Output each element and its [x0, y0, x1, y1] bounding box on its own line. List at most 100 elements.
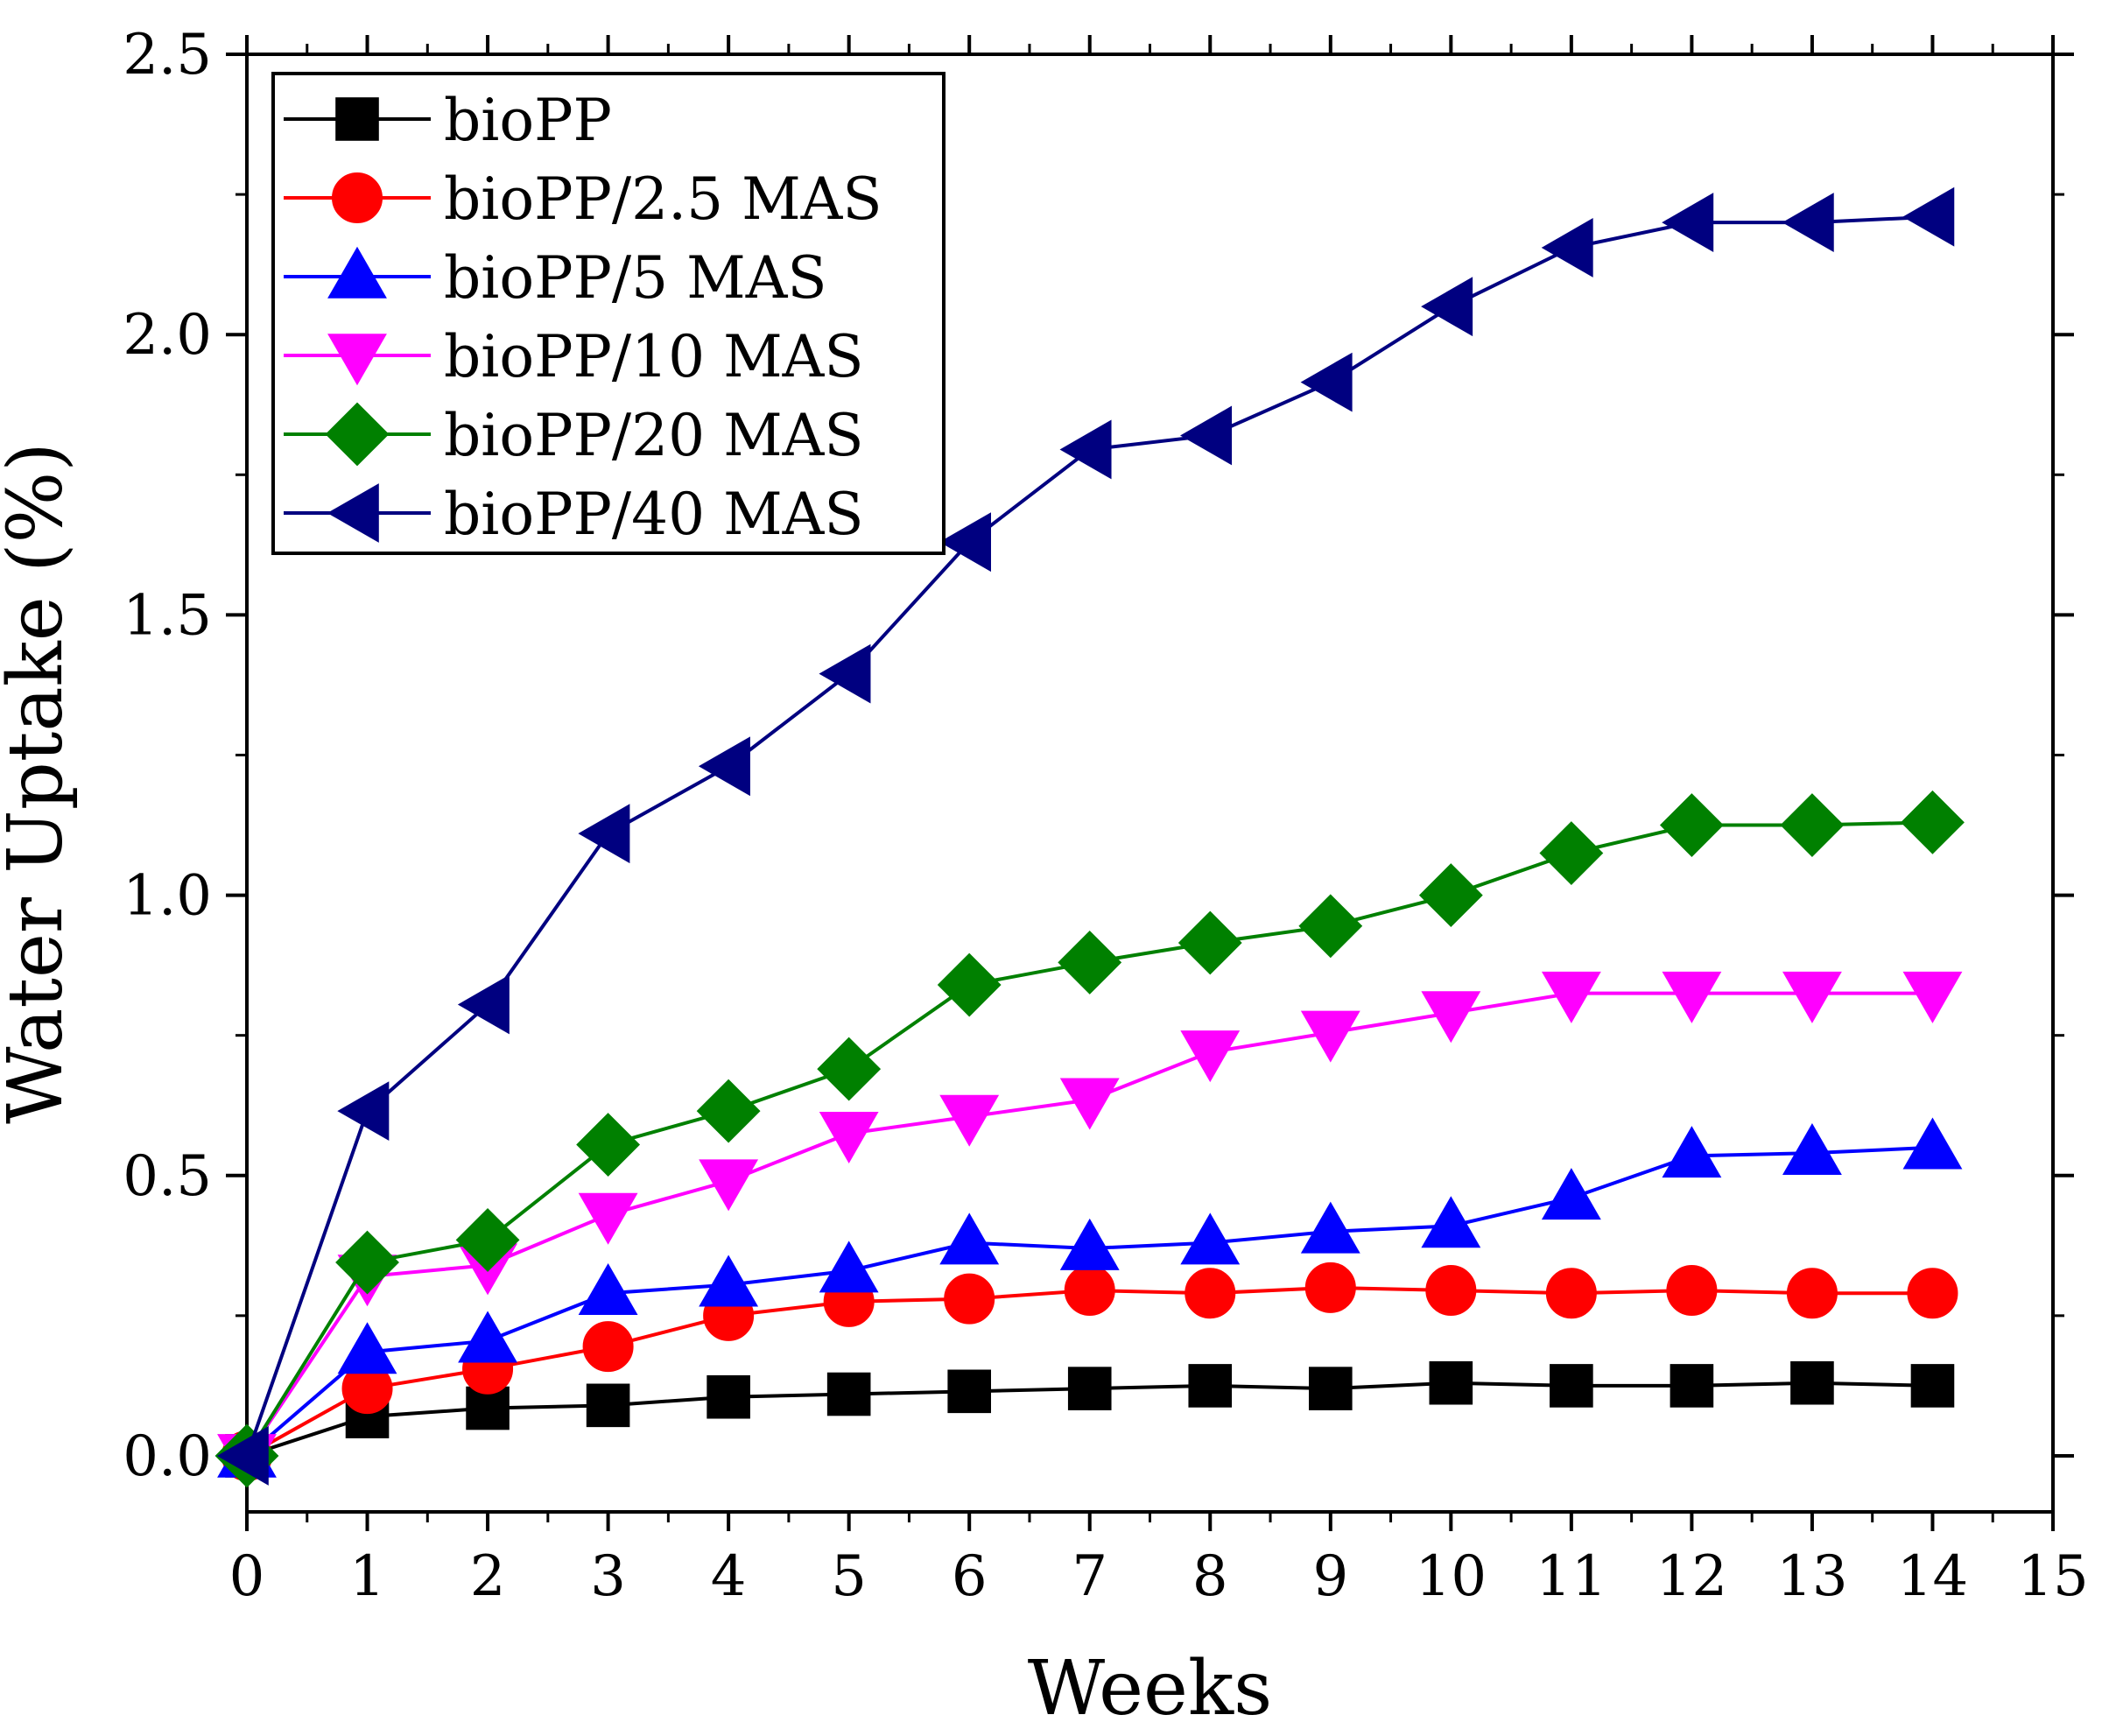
data-point	[1662, 1126, 1722, 1178]
data-point	[582, 1321, 634, 1373]
data-point	[1902, 186, 1955, 247]
y-tick-label: 2.0	[123, 303, 212, 368]
data-point	[1902, 971, 1963, 1023]
legend-label: bioPP/20 MAS	[444, 402, 864, 469]
data-point	[1180, 405, 1233, 466]
x-tick-label: 0	[229, 1544, 265, 1609]
y-tick-label: 2.5	[123, 23, 212, 88]
x-tick-label: 15	[2017, 1544, 2088, 1609]
legend-label: bioPP/2.5 MAS	[444, 165, 882, 233]
data-point	[578, 1263, 638, 1316]
data-point	[1185, 1268, 1236, 1319]
data-point	[1064, 1265, 1115, 1317]
legend-marker	[327, 334, 387, 386]
x-tick-label: 3	[590, 1544, 626, 1609]
data-point	[586, 1383, 630, 1428]
data-point	[1421, 1196, 1481, 1248]
data-point	[1670, 1364, 1714, 1408]
data-point	[1541, 1168, 1601, 1220]
data-point	[455, 1207, 520, 1272]
data-point	[458, 1311, 517, 1363]
data-point	[1300, 1010, 1360, 1063]
y-tick-label: 0.0	[123, 1424, 212, 1489]
data-point	[1910, 1364, 1955, 1408]
y-tick-label: 0.5	[123, 1144, 212, 1209]
legend-label: bioPP/5 MAS	[444, 244, 827, 312]
data-point	[578, 1192, 638, 1245]
data-point	[947, 1369, 992, 1414]
data-point	[1780, 793, 1845, 857]
data-point	[1309, 1367, 1353, 1410]
x-tick-label: 12	[1656, 1544, 1727, 1609]
data-point	[1298, 894, 1363, 959]
y-tick-label: 1.5	[123, 583, 212, 648]
legend-entry: bioPP	[284, 87, 612, 154]
data-point	[1067, 1367, 1112, 1410]
data-point	[1058, 931, 1122, 995]
data-point	[1429, 1360, 1473, 1405]
data-point	[1659, 793, 1724, 857]
data-point	[1059, 1218, 1120, 1270]
legend-label: bioPP	[444, 87, 612, 154]
data-point	[1300, 352, 1353, 412]
series-0	[225, 1360, 1955, 1478]
data-point	[699, 1159, 759, 1212]
y-tick-label: 1.0	[123, 864, 212, 929]
legend-label: bioPP/10 MAS	[444, 323, 864, 390]
data-point	[1666, 1265, 1718, 1317]
data-point	[1782, 971, 1842, 1023]
x-tick-label: 6	[952, 1544, 988, 1609]
data-point	[1550, 1364, 1593, 1408]
data-point	[696, 1079, 761, 1143]
x-tick-label: 2	[470, 1544, 506, 1609]
legend-entry: bioPP/20 MAS	[284, 402, 864, 469]
data-point	[1662, 193, 1714, 253]
data-point	[1541, 218, 1593, 278]
data-point	[817, 1037, 882, 1101]
data-point	[576, 1113, 641, 1177]
x-axis-title: Weeks	[1028, 1645, 1272, 1732]
legend-marker	[327, 246, 387, 299]
data-point	[216, 1426, 269, 1486]
data-point	[1180, 1212, 1241, 1265]
data-point	[1188, 1364, 1233, 1408]
data-point	[1907, 1268, 1958, 1319]
y-axis-title: Water Uptake (%)	[0, 442, 80, 1124]
data-point	[337, 1081, 390, 1142]
data-point	[1782, 193, 1834, 253]
legend-entry: bioPP/2.5 MAS	[284, 165, 882, 233]
data-point	[1059, 419, 1112, 480]
series-4	[214, 790, 1965, 1488]
data-point	[1545, 1268, 1597, 1319]
data-point	[939, 512, 991, 573]
series-2	[217, 1117, 1963, 1478]
legend-marker	[327, 483, 379, 543]
data-point	[826, 1372, 871, 1416]
x-tick-label: 13	[1776, 1544, 1847, 1609]
legend-entry: bioPP/40 MAS	[284, 481, 864, 548]
data-point	[1178, 910, 1242, 975]
data-point	[944, 1273, 995, 1325]
legend-box	[271, 72, 946, 555]
x-tick-label: 7	[1072, 1544, 1107, 1609]
data-point	[819, 643, 871, 704]
data-point	[1541, 971, 1601, 1023]
data-point	[939, 1094, 1000, 1147]
data-point	[578, 804, 630, 864]
x-tick-label: 14	[1897, 1544, 1968, 1609]
legend-entry: bioPP/5 MAS	[284, 244, 827, 312]
data-point	[1902, 1117, 1963, 1170]
data-point	[1782, 1122, 1842, 1175]
series-5	[216, 186, 1955, 1486]
legend-entry: bioPP/10 MAS	[284, 323, 864, 390]
data-point	[1180, 1030, 1241, 1083]
data-point	[1539, 821, 1604, 885]
data-point	[457, 974, 510, 1035]
data-point	[1901, 790, 1965, 854]
data-point	[698, 736, 750, 797]
x-tick-label: 1	[349, 1544, 385, 1609]
x-tick-label: 4	[711, 1544, 747, 1609]
legend-marker	[325, 402, 390, 467]
